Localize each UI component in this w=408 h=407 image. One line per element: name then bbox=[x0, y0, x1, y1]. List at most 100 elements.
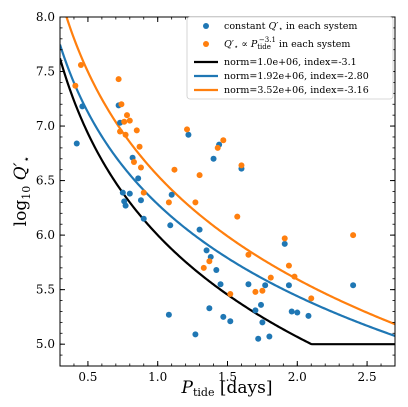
data-point-scaled-0 bbox=[72, 82, 79, 89]
y-axis-label-log: log bbox=[11, 200, 31, 227]
y-tick-label: 7.0 bbox=[36, 119, 55, 133]
legend-scaled-sub: ⋆ bbox=[234, 43, 238, 51]
data-point-scaled-29 bbox=[267, 274, 274, 281]
data-point-constant-12 bbox=[165, 311, 172, 318]
y-tick-label: 6.0 bbox=[36, 228, 55, 242]
data-point-scaled-22 bbox=[220, 137, 227, 144]
data-point-scaled-31 bbox=[285, 262, 292, 269]
y-tick-label: 5.0 bbox=[36, 337, 55, 351]
data-point-scaled-14 bbox=[165, 199, 172, 206]
data-point-constant-7 bbox=[126, 190, 133, 197]
x-tick-label: 2.5 bbox=[358, 370, 377, 384]
data-point-constant-38 bbox=[294, 309, 301, 316]
data-points bbox=[72, 61, 357, 342]
data-point-scaled-2 bbox=[115, 76, 122, 83]
data-point-scaled-28 bbox=[259, 287, 266, 294]
data-point-constant-31 bbox=[258, 301, 264, 308]
data-point-scaled-17 bbox=[192, 199, 199, 206]
data-point-constant-22 bbox=[213, 267, 220, 274]
y-tick-label: 7.5 bbox=[36, 65, 55, 79]
x-axis-label-sub: tide bbox=[193, 386, 215, 399]
y-tick-label: 5.5 bbox=[36, 283, 55, 297]
data-point-scaled-30 bbox=[281, 235, 288, 242]
data-point-scaled-20 bbox=[206, 258, 213, 265]
legend-constant-sub: ⋆ bbox=[278, 25, 282, 33]
y-tick-label: 6.5 bbox=[36, 174, 55, 188]
y-tick-label: 8.0 bbox=[36, 10, 55, 24]
legend-entry-blue-line: norm=1.92e+06, index=-2.80 bbox=[224, 71, 369, 82]
data-point-constant-9 bbox=[135, 175, 142, 182]
x-tick-label: 0.5 bbox=[78, 370, 97, 384]
y-axis-label-qsub: ⋆ bbox=[20, 156, 33, 163]
data-point-constant-40 bbox=[350, 282, 357, 289]
data-point-constant-35 bbox=[281, 240, 288, 247]
legend-entry-constant: constant Q′⋆ in each system bbox=[224, 21, 357, 33]
data-point-constant-16 bbox=[192, 331, 199, 338]
data-point-constant-4 bbox=[119, 189, 126, 196]
data-point-scaled-27 bbox=[252, 288, 259, 295]
y-axis-label-q: Q′ bbox=[11, 162, 31, 185]
data-point-constant-39 bbox=[305, 312, 312, 319]
data-point-scaled-1 bbox=[77, 61, 84, 68]
legend-scaled-symbol: Q′ bbox=[224, 39, 235, 50]
legend-marker-blue bbox=[203, 23, 209, 29]
data-point-constant-10 bbox=[137, 197, 144, 204]
data-point-scaled-21 bbox=[214, 144, 221, 151]
data-point-constant-28 bbox=[245, 281, 252, 288]
data-point-scaled-33 bbox=[308, 295, 315, 302]
data-point-scaled-24 bbox=[234, 213, 241, 220]
data-point-scaled-34 bbox=[350, 232, 357, 239]
legend-constant-suffix: in each system bbox=[283, 21, 358, 32]
legend-scaled-psup: −3.1 bbox=[259, 36, 276, 44]
data-point-constant-32 bbox=[259, 319, 266, 326]
x-tick-label: 1.5 bbox=[218, 370, 237, 384]
legend-entry-black-line: norm=1.0e+06, index=-3.1 bbox=[224, 57, 357, 68]
legend-box bbox=[186, 16, 394, 100]
x-axis-label-unit: [days] bbox=[214, 378, 272, 398]
data-point-scaled-4 bbox=[118, 101, 125, 108]
legend-scaled-mid: ∝ bbox=[238, 39, 250, 50]
data-point-constant-15 bbox=[185, 131, 192, 138]
data-point-constant-33 bbox=[262, 282, 269, 289]
fit-line-1 bbox=[60, 44, 395, 337]
data-point-scaled-15 bbox=[171, 166, 178, 173]
data-point-constant-21 bbox=[210, 155, 217, 162]
data-point-constant-18 bbox=[203, 247, 210, 254]
data-point-scaled-32 bbox=[291, 273, 298, 280]
data-point-scaled-19 bbox=[200, 264, 207, 271]
data-point-scaled-16 bbox=[184, 126, 191, 133]
data-point-scaled-13 bbox=[140, 189, 147, 196]
data-point-constant-29 bbox=[252, 307, 259, 314]
data-point-constant-36 bbox=[285, 282, 292, 289]
legend-scaled-suffix: in each system bbox=[276, 39, 351, 50]
data-point-scaled-5 bbox=[121, 118, 128, 125]
legend-scaled-p: P bbox=[250, 39, 258, 50]
data-point-scaled-10 bbox=[133, 127, 140, 134]
data-point-scaled-12 bbox=[137, 164, 144, 171]
legend-entry-orange-line: norm=3.52e+06, index=-3.16 bbox=[224, 85, 369, 96]
data-point-constant-24 bbox=[217, 281, 224, 288]
data-point-scaled-26 bbox=[245, 251, 252, 258]
data-point-scaled-8 bbox=[126, 117, 133, 124]
data-point-constant-13 bbox=[167, 222, 174, 229]
data-point-scaled-7 bbox=[124, 112, 130, 119]
data-point-constant-34 bbox=[266, 333, 273, 340]
legend-marker-orange bbox=[203, 41, 209, 47]
legend-constant-prefix: constant bbox=[224, 21, 268, 32]
legend-scaled-psub: tide bbox=[257, 43, 271, 51]
fit-line-2 bbox=[65, 17, 395, 326]
data-point-constant-19 bbox=[206, 305, 213, 312]
data-point-scaled-9 bbox=[130, 159, 137, 166]
data-point-constant-14 bbox=[168, 191, 175, 198]
legend-constant-symbol: Q′ bbox=[268, 21, 279, 32]
data-point-scaled-6 bbox=[122, 131, 129, 138]
data-point-scaled-23 bbox=[227, 291, 234, 298]
data-point-constant-26 bbox=[227, 318, 234, 325]
legend: constant Q′⋆ in each system Q′⋆ ∝ Ptide−… bbox=[186, 16, 394, 100]
legend-entry-scaled: Q′⋆ ∝ Ptide−3.1 in each system bbox=[224, 36, 350, 51]
x-axis-label: Ptide [days] bbox=[181, 378, 273, 399]
data-point-scaled-18 bbox=[196, 172, 203, 179]
data-point-scaled-25 bbox=[238, 162, 245, 169]
data-point-scaled-11 bbox=[136, 143, 143, 150]
